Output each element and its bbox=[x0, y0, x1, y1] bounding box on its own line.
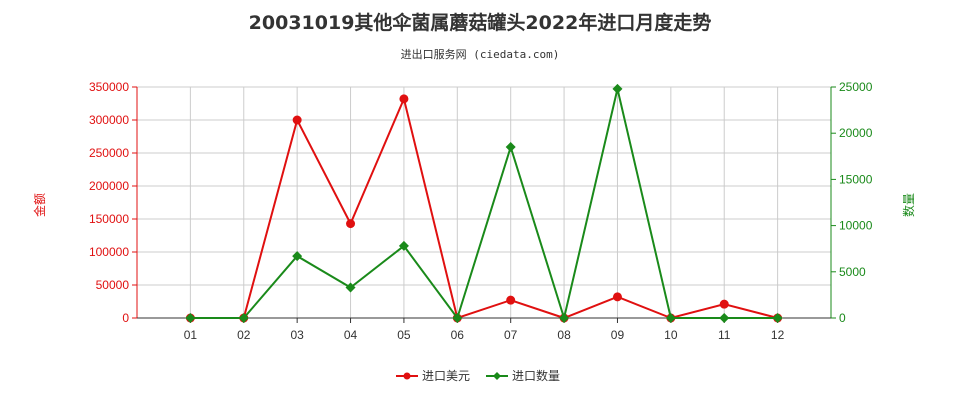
legend-marker bbox=[493, 372, 501, 380]
data-point-进口数量 bbox=[185, 313, 196, 323]
data-point-进口数量 bbox=[505, 142, 516, 153]
y-left-tick-label: 250000 bbox=[89, 146, 129, 160]
data-point-进口数量 bbox=[345, 282, 356, 293]
y-right-axis-title: 数量 bbox=[901, 193, 916, 217]
x-tick-label: 06 bbox=[451, 328, 465, 342]
data-point-进口数量 bbox=[292, 251, 303, 262]
x-tick-label: 01 bbox=[184, 328, 198, 342]
y-right-tick-label: 20000 bbox=[839, 126, 873, 140]
data-point-进口数量 bbox=[398, 240, 409, 251]
y-right-tick-label: 10000 bbox=[839, 219, 873, 233]
x-tick-label: 11 bbox=[718, 328, 731, 342]
y-left-tick-label: 150000 bbox=[89, 212, 129, 226]
y-left-tick-label: 100000 bbox=[89, 245, 129, 259]
data-point-进口数量 bbox=[665, 313, 676, 323]
y-right-tick-label: 0 bbox=[839, 311, 846, 325]
data-point-进口美元 bbox=[506, 295, 516, 305]
x-tick-label: 05 bbox=[397, 328, 411, 342]
y-right-tick-label: 5000 bbox=[839, 265, 866, 279]
x-tick-label: 04 bbox=[344, 328, 358, 342]
x-tick-label: 10 bbox=[664, 328, 678, 342]
data-point-进口数量 bbox=[772, 313, 783, 323]
data-point-进口美元 bbox=[399, 94, 409, 104]
data-point-进口数量 bbox=[719, 313, 730, 323]
data-point-进口美元 bbox=[346, 219, 356, 229]
y-left-tick-label: 50000 bbox=[96, 278, 130, 292]
y-right-tick-label: 15000 bbox=[839, 172, 873, 186]
x-tick-label: 08 bbox=[557, 328, 571, 342]
data-point-进口数量 bbox=[238, 313, 249, 323]
y-right-tick-label: 25000 bbox=[839, 80, 873, 94]
legend-label: 进口数量 bbox=[512, 368, 560, 383]
y-left-tick-label: 200000 bbox=[89, 179, 129, 193]
data-point-进口美元 bbox=[719, 299, 729, 309]
data-point-进口数量 bbox=[612, 83, 623, 94]
x-tick-label: 03 bbox=[290, 328, 304, 342]
series-line-进口美元 bbox=[190, 95, 778, 320]
data-point-进口数量 bbox=[452, 313, 463, 323]
legend-label: 进口美元 bbox=[422, 369, 470, 383]
data-point-进口数量 bbox=[559, 313, 570, 323]
y-left-tick-label: 0 bbox=[122, 311, 129, 325]
y-left-tick-label: 350000 bbox=[89, 80, 129, 94]
legend-marker bbox=[403, 372, 411, 380]
x-tick-label: 09 bbox=[611, 328, 625, 342]
chart-subtitle: 进出口服务网 (ciedata.com) bbox=[400, 48, 560, 61]
chart-title: 20031019其他伞菌属蘑菇罐头2022年进口月度走势 bbox=[248, 12, 712, 34]
x-tick-label: 12 bbox=[771, 328, 785, 342]
x-tick-label: 02 bbox=[237, 328, 251, 342]
y-left-axis-title: 金额 bbox=[32, 193, 47, 217]
series-line-进口数量 bbox=[190, 88, 778, 322]
data-point-进口美元 bbox=[612, 292, 622, 302]
data-point-进口美元 bbox=[292, 115, 302, 125]
y-left-tick-label: 300000 bbox=[89, 113, 129, 127]
x-tick-label: 07 bbox=[504, 328, 518, 342]
